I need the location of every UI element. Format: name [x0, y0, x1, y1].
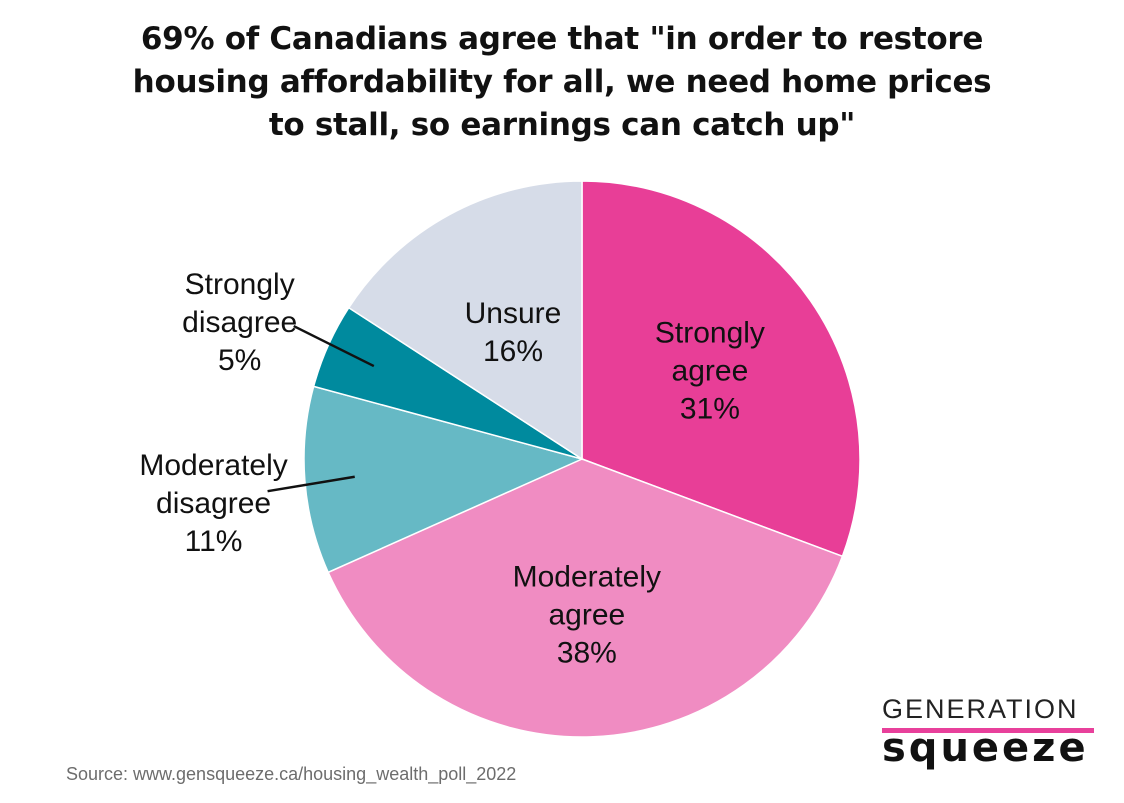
slice-value-label: 5%: [218, 344, 261, 377]
leader-line-strongly-disagree: [293, 324, 375, 368]
pie-slices: [303, 180, 861, 738]
slice-moderately-disagree: [303, 385, 585, 574]
logo-wordmark-top: GENERATION: [882, 694, 1079, 724]
slice-moderately-agree: [327, 458, 844, 738]
slice-strongly-agree: [581, 180, 861, 558]
slice-name-label: Moderately: [139, 449, 287, 482]
logo-accent-bar: [882, 728, 1094, 733]
leader-line-moderately-disagree: [267, 475, 355, 493]
slice-value-label: 16%: [483, 335, 543, 368]
leader-lines: [267, 324, 375, 493]
slice-label-unsure: Unsure 16%: [465, 297, 562, 368]
slice-name-label: disagree: [156, 487, 271, 520]
slice-name-label: Strongly: [185, 268, 295, 301]
slice-label-strongly-disagree: Strongly disagree 5%: [182, 268, 297, 377]
slice-name-label: Strongly: [655, 316, 765, 349]
slice-label-moderately-disagree: Moderately disagree 11%: [139, 449, 287, 558]
slice-name-label: Unsure: [465, 297, 562, 330]
slice-value-label: 31%: [680, 392, 740, 425]
slice-name-label: Moderately: [513, 561, 661, 594]
slice-name-label: disagree: [182, 306, 297, 339]
chart-title: 69% of Canadians agree that "in order to…: [132, 21, 992, 143]
slice-labels: Strongly agree 31%Moderately agree 38%Modera…: [139, 268, 765, 670]
slice-unsure: [347, 180, 583, 461]
slice-label-moderately-agree: Moderately agree 38%: [513, 561, 661, 670]
source-note: Source: www.gensqueeze.ca/housing_wealth…: [66, 764, 517, 784]
slice-name-label: agree: [548, 599, 625, 632]
logo-wordmark-bottom: squeeze: [882, 725, 1089, 771]
slice-value-label: 11%: [185, 525, 243, 558]
slice-name-label: agree: [672, 354, 749, 387]
generation-squeeze-logo: GENERATION squeeze: [882, 694, 1100, 774]
slice-value-label: 38%: [557, 637, 617, 670]
slice-label-strongly-agree: Strongly agree 31%: [655, 316, 765, 425]
